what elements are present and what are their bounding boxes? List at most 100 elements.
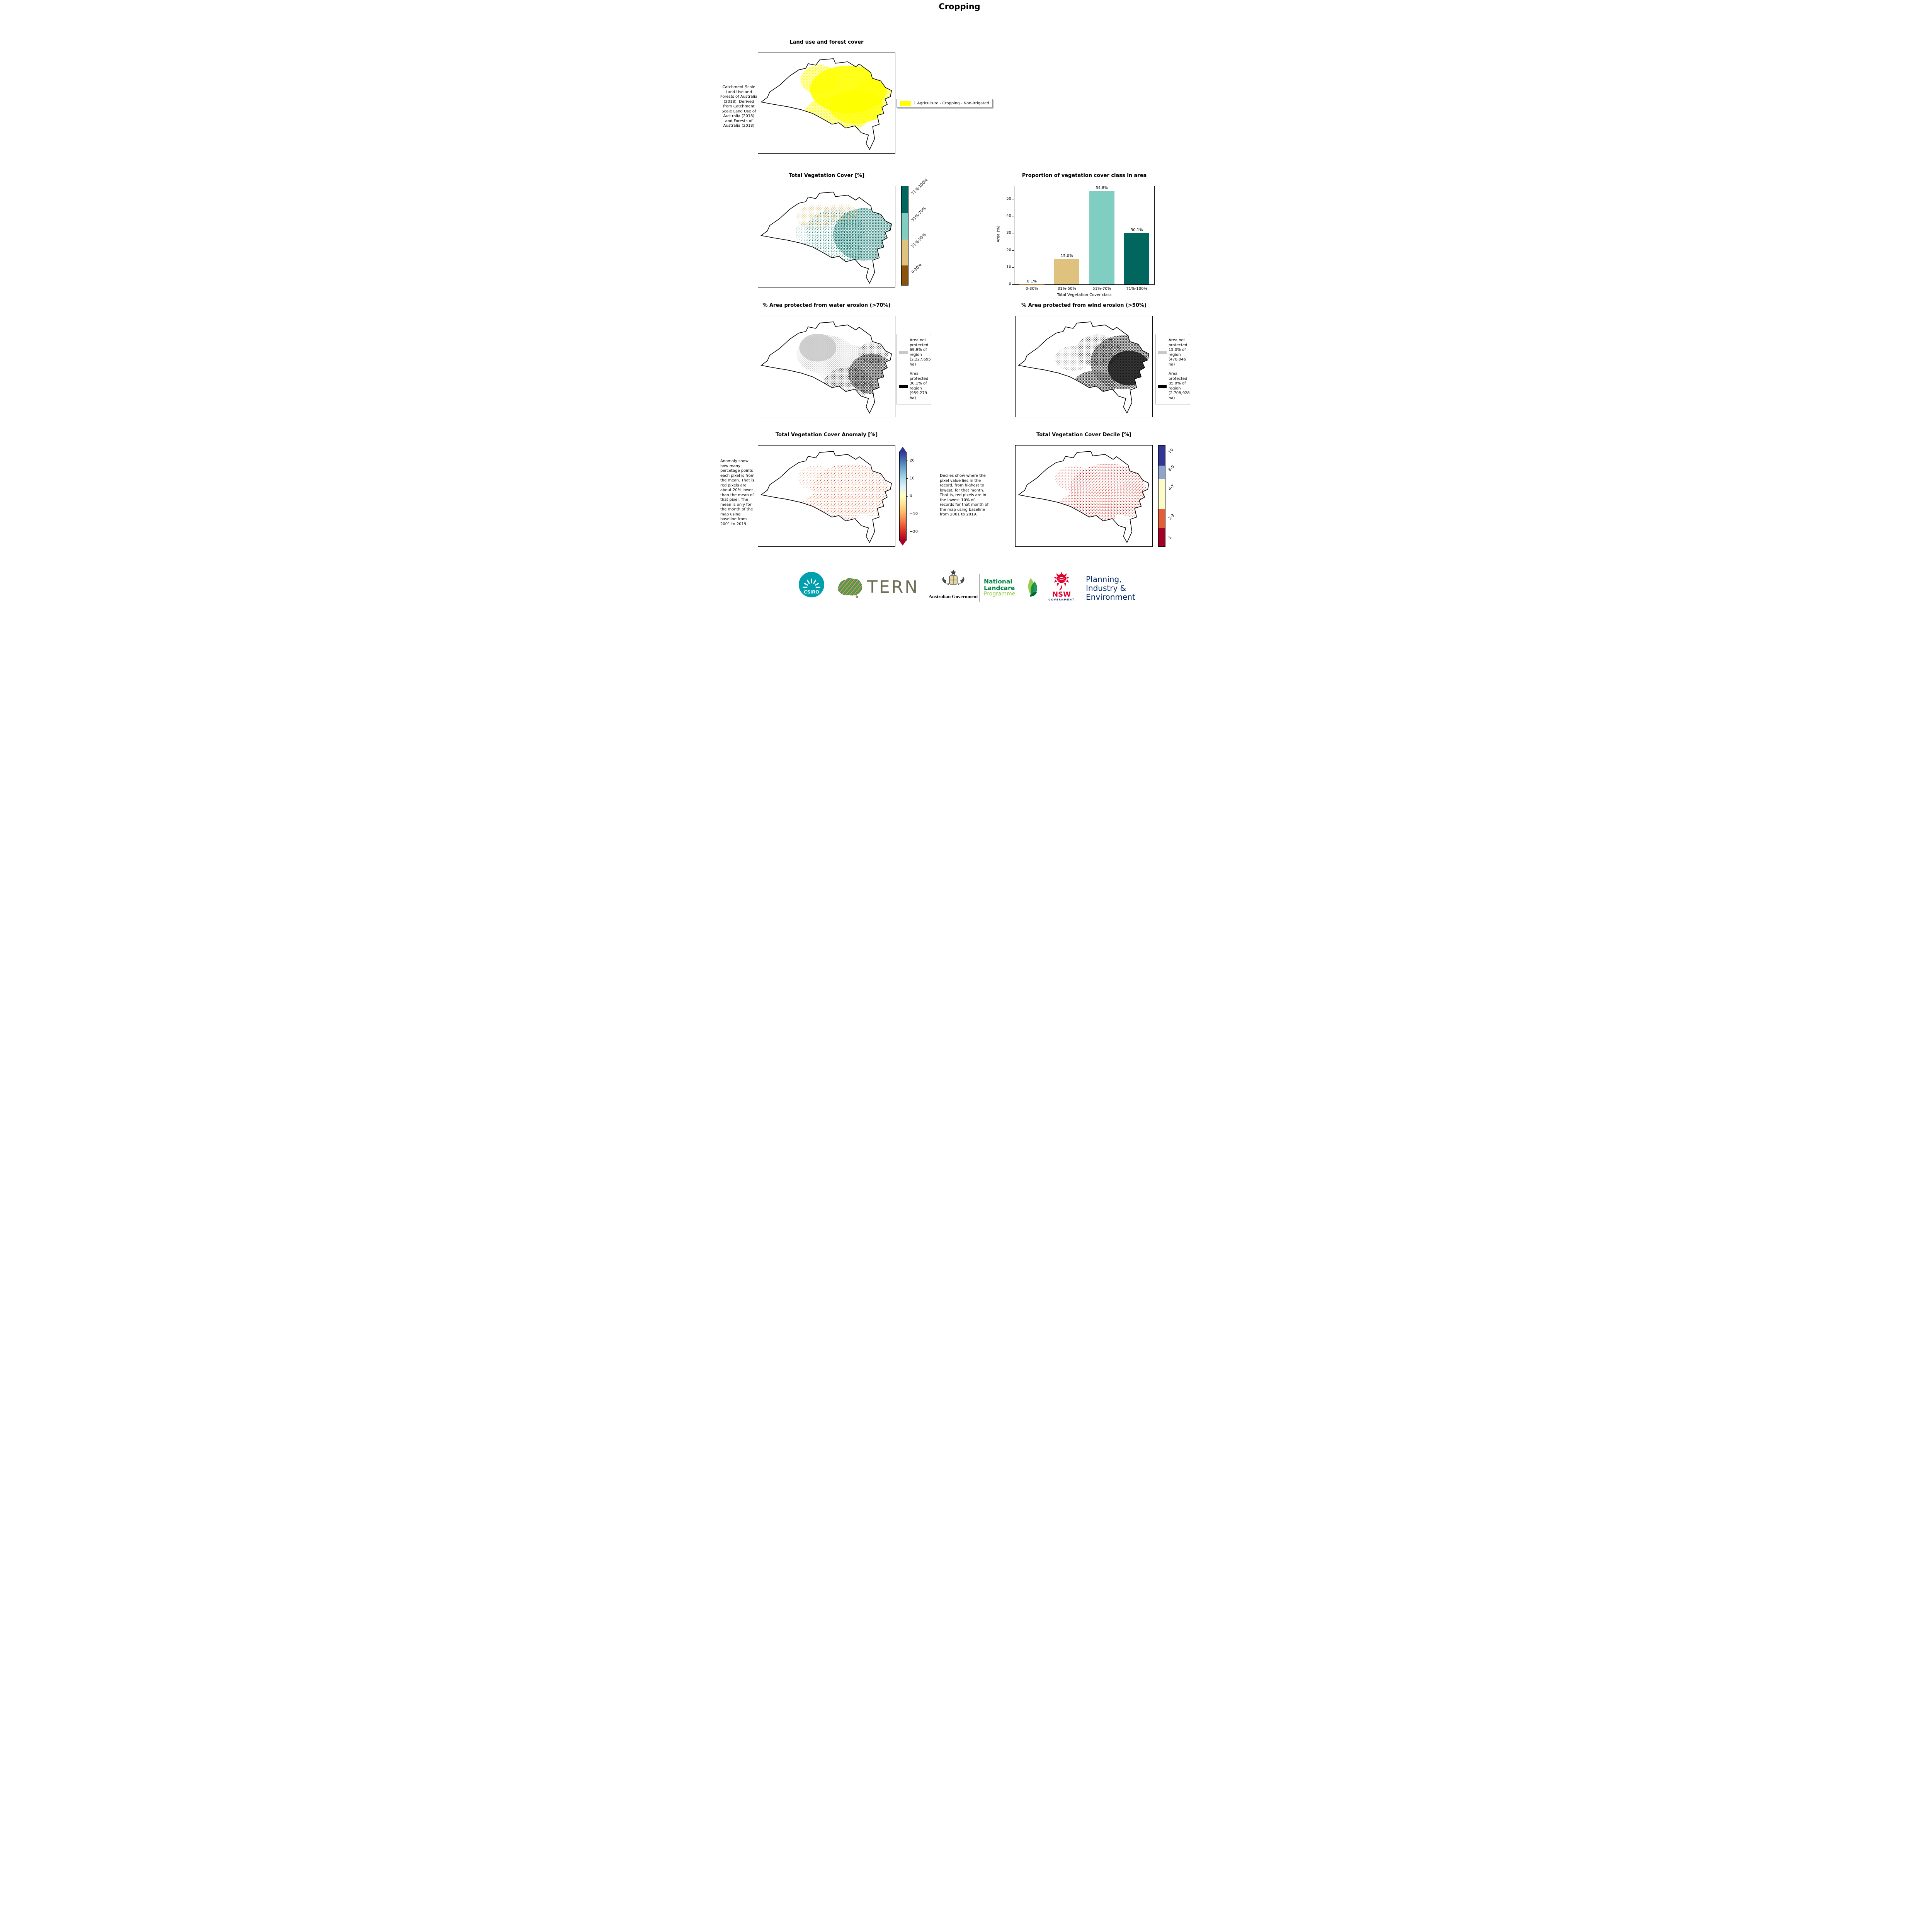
vegcover-map-svg xyxy=(761,192,892,284)
bar-71%-100% xyxy=(1124,233,1150,284)
y-tick-label: 40 xyxy=(1006,214,1011,218)
landcare-line2: Landcare xyxy=(984,584,1015,592)
veg-colorbar-seg-51-70 xyxy=(902,213,908,240)
decile-colorbar xyxy=(1158,445,1165,547)
y-tick-label: 50 xyxy=(1006,197,1011,201)
landcare-leaves-icon xyxy=(1028,578,1038,597)
veg-colorbar-label-31-50: 31%-50% xyxy=(911,233,927,249)
wind-erosion-title: % Area protected from wind erosion (>50%… xyxy=(1021,303,1147,308)
water-legend-not-protected: Area not protected 69.9% of region (2,22… xyxy=(899,338,931,367)
y-tick-label: 30 xyxy=(1006,231,1011,235)
y-tick-label: 0 xyxy=(1009,282,1011,286)
nsw-waratah-icon xyxy=(1053,571,1070,590)
tern-wordmark: TERN xyxy=(867,577,919,597)
bar-value-label: 54.8% xyxy=(1096,185,1108,190)
anomaly-tick-10: 10 xyxy=(910,476,915,481)
anomaly-caption: Anomaly show how many percetage points e… xyxy=(720,459,756,526)
decile-colorbar-seg-1 xyxy=(1159,528,1165,546)
barchart-xlabel: Total Vegetation Cover class xyxy=(1057,293,1112,297)
decile-colorbar-label-8-9: 8-9 xyxy=(1168,464,1176,472)
anomaly-map-svg xyxy=(761,451,892,543)
anomaly-colorbar-gradient xyxy=(899,452,907,541)
landcare-line1: National xyxy=(984,578,1012,585)
water-legend-protected: Area protected 30.1% of region (959,279 … xyxy=(899,372,929,401)
y-tick-mark xyxy=(1012,267,1014,268)
decile-colorbar-seg-10 xyxy=(1159,446,1165,466)
veg-colorbar-seg-0-30 xyxy=(902,265,908,285)
vegcover-map xyxy=(758,186,895,287)
landuse-legend-label: 1 Agriculture - Cropping - Non-irrigated xyxy=(914,101,989,105)
y-tick-label: 20 xyxy=(1006,248,1011,252)
decile-map xyxy=(1015,445,1153,547)
landuse-legend-swatch xyxy=(900,101,911,106)
veg-colorbar-label-51-70: 51%-70% xyxy=(911,206,927,223)
anomaly-colorbar-arrow-up xyxy=(899,447,906,452)
x-tick-label: 31%-50% xyxy=(1057,287,1076,291)
decile-colorbar-label-2-3: 2-3 xyxy=(1168,513,1176,521)
veg-colorbar-seg-31-50 xyxy=(902,240,908,265)
footer-divider xyxy=(979,574,980,602)
wind-legend-protected: Area protected 85.0% of region (2,708,92… xyxy=(1158,372,1190,401)
decile-colorbar-seg-4-7 xyxy=(1159,479,1165,509)
water-protected-swatch xyxy=(899,384,908,388)
barchart-plot: 0 10 20 30 40 50 0.1% 0-30% 15.0% 31%-50% 54.8% 51%… xyxy=(1006,185,1155,291)
wind-not-protected-label: Area not protected 15.0% of region (478,… xyxy=(1169,338,1187,367)
anomaly-title: Total Vegetation Cover Anomaly [%] xyxy=(775,432,878,438)
wind-protected-label: Area protected 85.0% of region (2,708,92… xyxy=(1169,372,1190,400)
landcare-line3: Programme xyxy=(984,591,1016,597)
veg-colorbar xyxy=(901,186,908,286)
anomaly-tick-20: 20 xyxy=(910,458,915,463)
anomaly-colorbar-arrow-down xyxy=(899,541,906,546)
bar-value-label: 15.0% xyxy=(1060,253,1073,258)
page-title: Cropping xyxy=(939,2,980,11)
bar-value-label: 30.1% xyxy=(1130,228,1143,233)
water-erosion-legend: Area not protected 69.9% of region (2,22… xyxy=(897,334,931,405)
anomaly-tickmark xyxy=(907,478,908,479)
tern-australia-icon xyxy=(837,578,863,598)
decile-colorbar-label-4-7: 4-7 xyxy=(1168,484,1176,492)
agency-line3: Environment xyxy=(1086,592,1135,602)
decile-colorbar-seg-8-9 xyxy=(1159,466,1165,479)
bar-31%-50% xyxy=(1054,259,1080,284)
veg-colorbar-seg-71-100 xyxy=(902,186,908,213)
landuse-caption: Catchment Scale Land Use and Forests of … xyxy=(720,85,758,128)
anomaly-map xyxy=(758,445,895,547)
y-tick-mark xyxy=(1012,284,1014,285)
csiro-wordmark: CSIRO xyxy=(804,589,819,595)
barchart-title: Proportion of vegetation cover class in … xyxy=(1022,173,1147,179)
australian-government-label: Australian Government xyxy=(929,594,978,599)
nsw-label: NSW xyxy=(1052,590,1071,599)
vegcover-title: Total Vegetation Cover [%] xyxy=(788,173,865,179)
wind-erosion-map xyxy=(1015,316,1153,417)
landuse-title: Land use and forest cover xyxy=(789,39,864,45)
decile-colorbar-label-10: 10 xyxy=(1168,447,1174,454)
x-tick-label: 71%-100% xyxy=(1126,287,1147,291)
nsw-government-label: GOVERNMENT xyxy=(1048,598,1075,601)
agency-line1: Planning, xyxy=(1086,575,1122,584)
bar-51%-70% xyxy=(1089,190,1114,284)
decile-caption: Deciles show where the pixel value lies … xyxy=(940,474,989,517)
water-erosion-map-svg xyxy=(761,321,892,413)
bar-value-label: 0.1% xyxy=(1027,279,1037,284)
anomaly-tick-minus20: −20 xyxy=(910,529,918,534)
veg-colorbar-label-71-100: 71%-100% xyxy=(911,178,929,196)
water-protected-label: Area protected 30.1% of region (959,279 … xyxy=(910,372,929,400)
csiro-logo: CSIRO xyxy=(799,572,824,597)
decile-colorbar-seg-2-3 xyxy=(1159,509,1165,528)
wind-protected-swatch xyxy=(1158,384,1167,388)
landuse-map-svg xyxy=(761,58,892,150)
australian-government-crest-icon xyxy=(942,570,965,585)
wind-erosion-legend: Area not protected 15.0% of region (478,… xyxy=(1155,334,1190,405)
decile-title: Total Vegetation Cover Decile [%] xyxy=(1036,432,1131,438)
landuse-map xyxy=(758,53,895,154)
wind-erosion-map-svg xyxy=(1018,321,1149,413)
anomaly-tick-0: 0 xyxy=(910,494,912,498)
water-erosion-title: % Area protected from water erosion (>70… xyxy=(762,303,891,308)
landuse-legend: 1 Agriculture - Cropping - Non-irrigated xyxy=(897,99,993,108)
landcare-wordmark: National Landcare Programme xyxy=(984,578,1015,597)
wind-not-protected-swatch xyxy=(1158,351,1167,354)
agency-line2: Industry & xyxy=(1086,583,1126,593)
water-not-protected-label: Area not protected 69.9% of region (2,22… xyxy=(910,338,931,367)
decile-map-svg xyxy=(1018,451,1149,543)
x-tick-label: 0-30% xyxy=(1026,287,1038,291)
